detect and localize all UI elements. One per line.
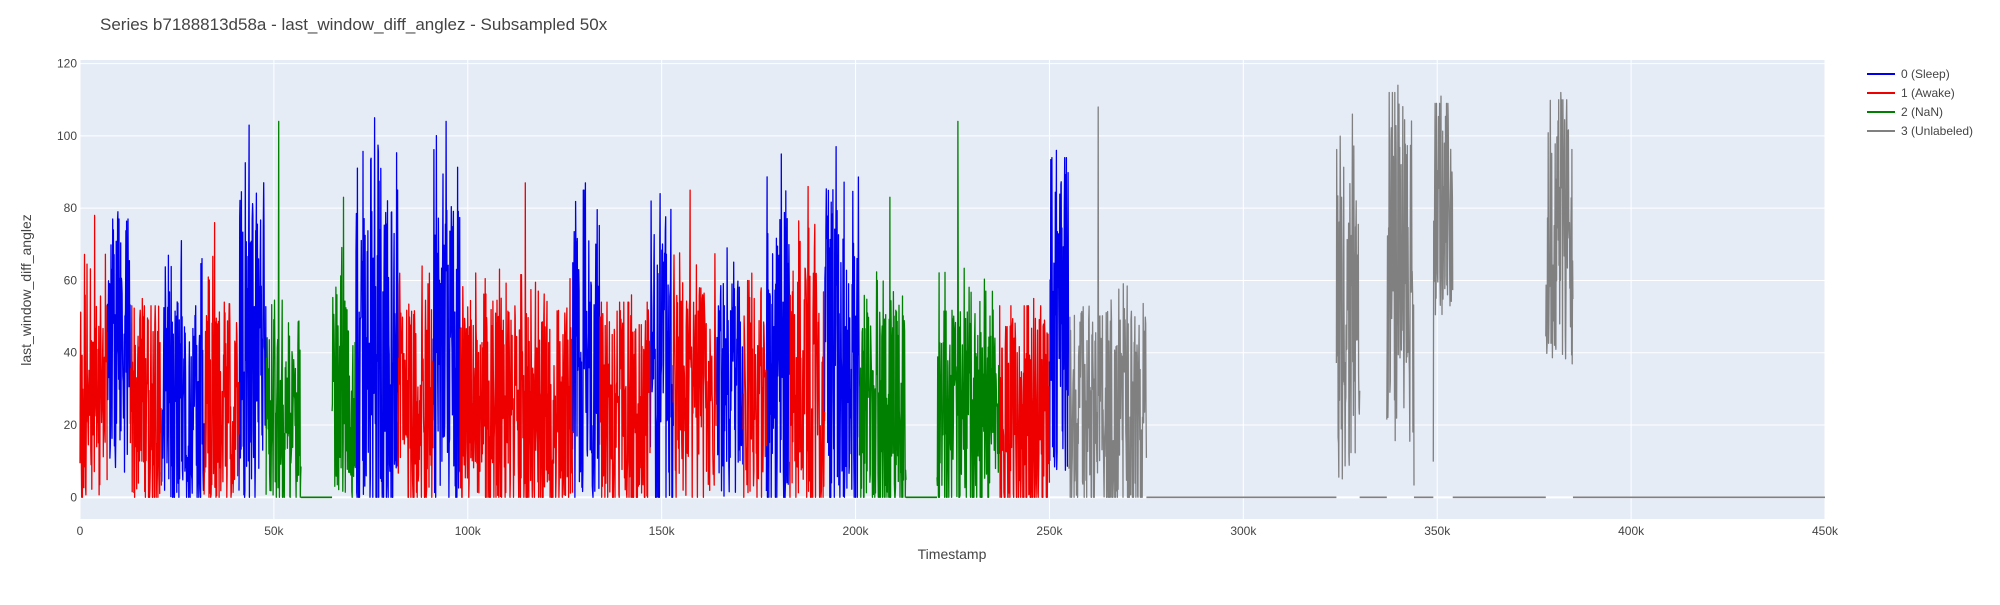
x-tick-label: 100k bbox=[455, 524, 482, 538]
series-line-3 bbox=[1545, 91, 1574, 365]
legend-label: 2 (NaN) bbox=[1901, 105, 1943, 119]
series-line-0 bbox=[571, 182, 601, 498]
y-axis-label: last_window_diff_anglez bbox=[18, 214, 34, 366]
series-line-1 bbox=[598, 294, 651, 498]
legend[interactable]: 0 (Sleep) 1 (Awake) 2 (NaN) 3 (Unlabeled) bbox=[1867, 67, 1973, 138]
series-line-0 bbox=[354, 117, 399, 498]
x-tick-label: 250k bbox=[1036, 524, 1063, 538]
series-line-1 bbox=[397, 265, 434, 498]
y-tick-label: 40 bbox=[64, 346, 78, 360]
x-tick-label: 350k bbox=[1424, 524, 1451, 538]
series-line-1 bbox=[203, 221, 240, 498]
y-tick-label: 60 bbox=[64, 273, 78, 287]
series-line-3 bbox=[1386, 84, 1415, 486]
series-line-0 bbox=[1048, 149, 1070, 471]
series-line-3 bbox=[1432, 95, 1454, 462]
y-tick-label: 120 bbox=[57, 57, 77, 71]
x-tick-label: 0 bbox=[77, 524, 84, 538]
legend-item[interactable]: 1 (Awake) bbox=[1867, 86, 1955, 100]
chart-title: Series b7188813d58a - last_window_diff_a… bbox=[100, 15, 608, 34]
series-line-3 bbox=[1068, 106, 1148, 498]
x-tick-label: 150k bbox=[649, 524, 676, 538]
legend-label: 3 (Unlabeled) bbox=[1901, 124, 1973, 138]
series-line-2 bbox=[265, 120, 302, 498]
legend-item[interactable]: 3 (Unlabeled) bbox=[1867, 124, 1973, 138]
series-line-1 bbox=[742, 272, 768, 498]
series-line-1 bbox=[79, 214, 108, 498]
series-line-0 bbox=[649, 193, 674, 498]
series-line-1 bbox=[672, 189, 717, 498]
series-line-0 bbox=[765, 153, 791, 498]
series-line-1 bbox=[998, 297, 1051, 498]
series-line-1 bbox=[459, 182, 574, 498]
legend-item[interactable]: 2 (NaN) bbox=[1867, 105, 1943, 119]
series-line-2 bbox=[936, 120, 1000, 498]
y-tick-label: 0 bbox=[70, 490, 77, 504]
x-axis-label: Timestamp bbox=[918, 546, 987, 562]
series-line-3 bbox=[1335, 113, 1361, 480]
series-line-2 bbox=[331, 196, 356, 498]
series-line-0 bbox=[106, 211, 132, 473]
legend-label: 1 (Awake) bbox=[1901, 86, 1955, 100]
series-lines bbox=[79, 84, 1825, 499]
y-tick-label: 20 bbox=[64, 418, 78, 432]
x-tick-label: 450k bbox=[1812, 524, 1839, 538]
y-tick-label: 100 bbox=[57, 129, 77, 143]
y-tick-label: 80 bbox=[64, 201, 78, 215]
series-line-0 bbox=[823, 146, 861, 498]
legend-item[interactable]: 0 (Sleep) bbox=[1867, 67, 1950, 81]
series-line-1 bbox=[129, 297, 163, 498]
series-line-2 bbox=[858, 196, 907, 498]
series-line-0 bbox=[715, 247, 744, 497]
tick-labels: 0 50k 100k 150k 200k 250k 300k 350k 400k 450k 0 20 4… bbox=[57, 57, 1839, 538]
x-tick-label: 300k bbox=[1230, 524, 1257, 538]
series-line-0 bbox=[432, 120, 461, 498]
legend-label: 0 (Sleep) bbox=[1901, 67, 1950, 81]
x-tick-label: 400k bbox=[1618, 524, 1645, 538]
series-line-0 bbox=[160, 240, 205, 498]
x-tick-label: 200k bbox=[843, 524, 870, 538]
series-line-0 bbox=[238, 124, 267, 498]
series-line-1 bbox=[788, 185, 826, 498]
x-tick-label: 50k bbox=[264, 524, 284, 538]
